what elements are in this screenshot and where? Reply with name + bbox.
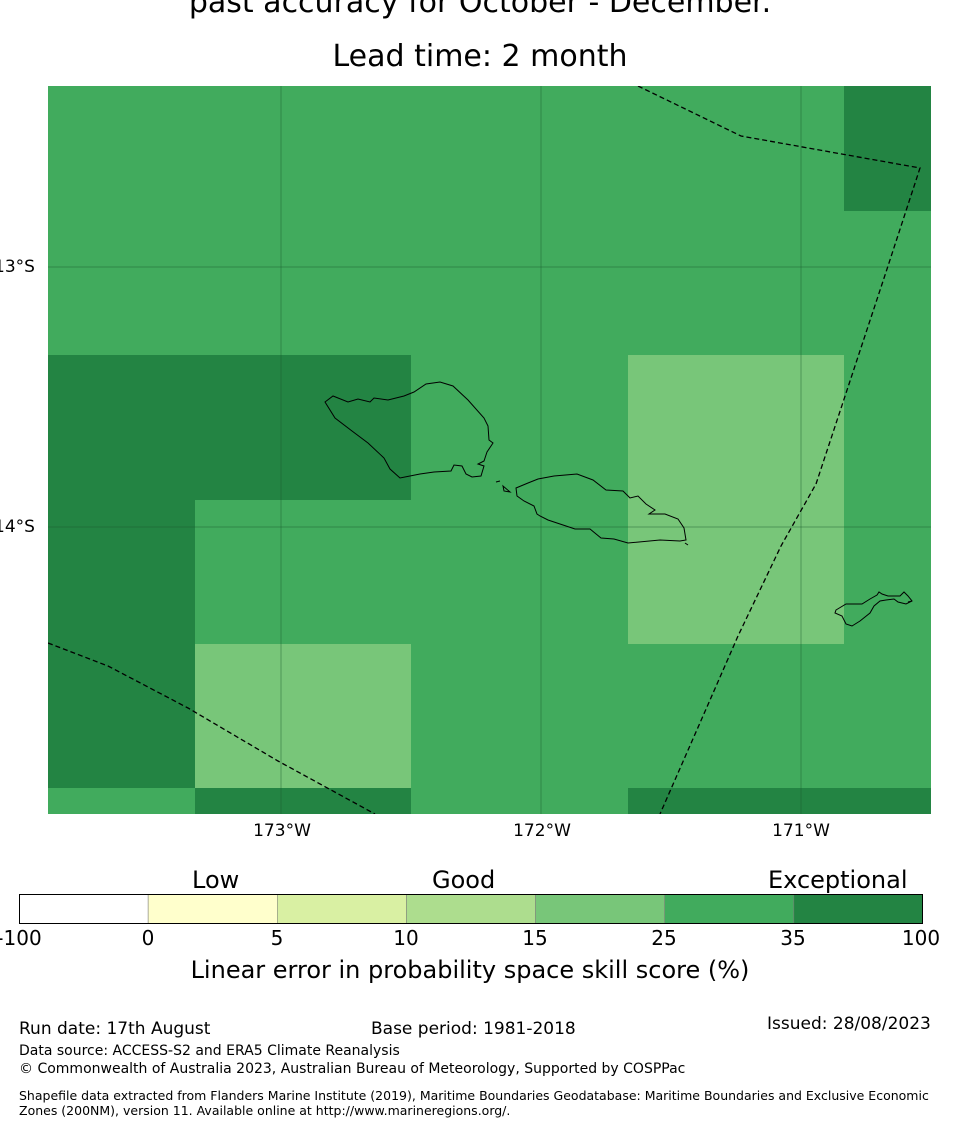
- legend-swatch: [406, 894, 536, 924]
- grid-cell-exceptional: [48, 355, 411, 500]
- grid-cell-exceptional: [195, 788, 411, 814]
- legend-category-low: Low: [192, 866, 240, 894]
- legend-colorbar: [19, 894, 923, 924]
- data-source: Data source: ACCESS-S2 and ERA5 Climate …: [19, 1043, 400, 1059]
- grid-cell-exceptional: [628, 788, 931, 814]
- graticule: [48, 86, 931, 814]
- legend-category-good: Good: [432, 866, 496, 894]
- map-title-line-1: past accuracy for October - December.: [188, 0, 772, 20]
- skill-score-map: [48, 86, 931, 814]
- maritime-boundary-dashed: [48, 86, 921, 814]
- grid-cell-exceptional: [844, 86, 931, 211]
- lon-label-172w: 172°W: [513, 821, 571, 841]
- base-period: Base period: 1981-2018: [371, 1019, 576, 1039]
- issued-date: Issued: 28/08/2023: [767, 1014, 931, 1034]
- grid-cell-moderate: [628, 355, 844, 644]
- lon-label-171w: 171°W: [772, 821, 830, 841]
- copyright-notice: © Commonwealth of Australia 2023, Austra…: [19, 1061, 686, 1077]
- legend-tick: 15: [522, 926, 548, 950]
- legend-swatch: [147, 894, 278, 924]
- lat-label-14s: 14°S: [0, 517, 35, 537]
- map-title-line-2: Lead time: 2 month: [332, 39, 628, 74]
- legend-swatch: [664, 894, 795, 924]
- run-date: Run date: 17th August: [19, 1019, 211, 1039]
- legend-tick: 100: [901, 926, 941, 950]
- legend-swatch: [535, 894, 665, 924]
- grid-cell-moderate: [195, 644, 411, 788]
- legend-swatch: [277, 894, 407, 924]
- legend-tick: 35: [780, 926, 806, 950]
- legend-swatch: [793, 894, 923, 924]
- lat-label-13s: 13°S: [0, 257, 35, 277]
- legend-swatch: [19, 894, 149, 924]
- shapefile-credit: Shapefile data extracted from Flanders M…: [19, 1088, 929, 1118]
- grid-cell-exceptional: [48, 500, 195, 788]
- legend-tick: 25: [651, 926, 677, 950]
- legend-tick: 5: [270, 926, 284, 950]
- legend-category-exceptional: Exceptional: [768, 866, 908, 894]
- lon-label-173w: 173°W: [253, 821, 311, 841]
- legend-axis-label: Linear error in probability space skill …: [190, 956, 750, 984]
- legend-tick: 10: [393, 926, 419, 950]
- legend-tick: -100: [0, 926, 42, 950]
- legend-tick: 0: [141, 926, 155, 950]
- land-outline: [324, 381, 913, 627]
